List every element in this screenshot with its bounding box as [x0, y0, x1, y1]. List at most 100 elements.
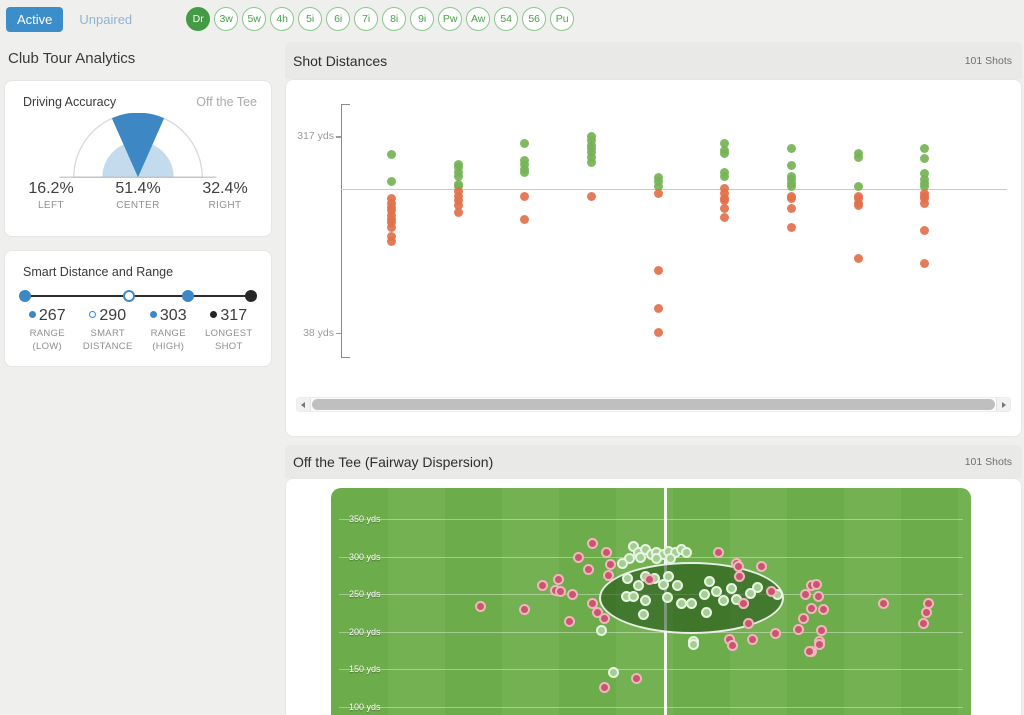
shot-miss-dot [814, 638, 826, 650]
shot-dot-green [586, 152, 596, 162]
shot-miss-dot [600, 547, 612, 559]
shot-miss-dot [587, 537, 599, 549]
shot-dot-green [453, 182, 463, 192]
legend-label: SMART DISTANCE [82, 328, 133, 352]
legend-item-317: 317 LONGEST SHOT [199, 307, 260, 354]
shot-dot-orange [653, 188, 663, 198]
shot-miss-dot [770, 627, 782, 639]
smart-distance-slider[interactable] [19, 287, 257, 305]
shot-hit-dot [717, 595, 729, 607]
club-chip-Aw[interactable]: Aw [466, 7, 491, 31]
shot-hit-dot [710, 585, 722, 597]
shot-dot-orange [653, 303, 663, 313]
shot-miss-dot [755, 560, 767, 572]
shot-dot-orange [786, 193, 796, 203]
shot-dot-green [386, 149, 396, 159]
shot-hit-dot [745, 587, 757, 599]
shot-hit-dot [685, 597, 697, 609]
shot-hit-dot [663, 570, 675, 582]
shot-miss-dot [737, 598, 749, 610]
shot-miss-dot [747, 633, 759, 645]
smart-distance-title: Smart Distance and Range [23, 265, 174, 279]
shot-dot-orange [453, 200, 463, 210]
dispersion-chart-card: 350 yds 300 yds 250 yds 200 yds 150 yds 100 y… [285, 478, 1022, 715]
shot-dot-green [919, 143, 929, 153]
shot-miss-dot [630, 672, 642, 684]
distance-gridline-label: 300 yds [349, 551, 381, 562]
shot-miss-dot [800, 588, 812, 600]
club-chip-9i[interactable]: 9i [410, 7, 435, 31]
shot-miss-dot [920, 607, 932, 619]
club-chip-5w[interactable]: 5w [242, 7, 267, 31]
shot-hit-dot [640, 595, 652, 607]
shot-miss-dot [592, 607, 604, 619]
shot-dot-orange [519, 191, 529, 201]
shot-miss-dot [878, 597, 890, 609]
scroll-left-arrow-icon[interactable] [297, 398, 311, 411]
shot-dot-green [786, 144, 796, 154]
gauge-graphic [59, 113, 217, 178]
shot-hit-dot [607, 667, 619, 679]
shot-dot-green [586, 147, 596, 157]
club-chip-4h[interactable]: 4h [270, 7, 295, 31]
legend-bullet-icon [210, 311, 218, 318]
shot-hit-dot [637, 608, 649, 620]
y-tick-mark [336, 332, 341, 335]
shot-dot-orange [653, 328, 663, 338]
shot-miss-dot [712, 546, 724, 558]
shot-dot-orange [786, 204, 796, 214]
club-selector: Dr 3w 5w 4h 5i 6i 7i 8i 9i Pw Aw 54 56 Pu [186, 7, 575, 31]
driving-accuracy-card: Driving Accuracy Off the Tee 16.2% LEFT … [4, 80, 272, 237]
shot-dot-orange [719, 196, 729, 206]
smart-distance-card: Smart Distance and Range 267 RANGE (LOW) 29… [4, 250, 272, 367]
shot-dot-green [719, 149, 729, 159]
shot-miss-dot [805, 602, 817, 614]
club-chip-6i[interactable]: 6i [326, 7, 351, 31]
club-chip-8i[interactable]: 8i [382, 7, 407, 31]
left-panel: Club Tour Analytics Driving Accuracy Off… [0, 38, 280, 715]
club-chip-Pw[interactable]: Pw [438, 7, 463, 31]
shot-hit-dot [675, 598, 687, 610]
shot-miss-dot [519, 604, 531, 616]
shot-hit-dot [595, 625, 607, 637]
shot-hit-dot [752, 581, 764, 593]
shot-distances-chart-card: 317 yds 38 yds [285, 79, 1022, 437]
club-chip-Pu[interactable]: Pu [550, 7, 575, 31]
slider-marker-267[interactable] [19, 290, 31, 302]
shot-miss-dot [599, 613, 611, 625]
shot-dot-green [586, 158, 596, 168]
shot-dot-orange [719, 188, 729, 198]
legend-label: LONGEST SHOT [205, 328, 253, 352]
club-chip-5i[interactable]: 5i [298, 7, 323, 31]
slider-marker-290[interactable] [122, 290, 135, 302]
tab-active[interactable]: Active [6, 6, 64, 32]
club-chip-Dr[interactable]: Dr [186, 7, 211, 31]
legend-bullet-icon [28, 311, 36, 318]
slider-marker-303[interactable] [181, 290, 194, 302]
legend-item-303: 303 RANGE (HIGH) [138, 307, 199, 354]
club-chip-3w[interactable]: 3w [214, 7, 239, 31]
shot-hit-dot [661, 591, 673, 603]
legend-bullet-icon [149, 311, 157, 318]
center-label: CENTER [116, 200, 160, 211]
shot-dot-orange [853, 253, 863, 263]
club-chip-56[interactable]: 56 [522, 7, 547, 31]
shot-dot-green [519, 139, 529, 149]
legend-bullet-icon [89, 311, 97, 318]
shot-miss-dot [475, 601, 487, 613]
left-percent: 16.2% [28, 180, 74, 197]
shot-dot-green [919, 181, 929, 191]
shot-dot-orange [586, 192, 596, 202]
club-chip-54[interactable]: 54 [494, 7, 519, 31]
chart-horizontal-scrollbar[interactable] [296, 397, 1011, 412]
scrollbar-thumb[interactable] [312, 399, 995, 410]
shot-dot-green [386, 177, 396, 187]
tab-unpaired[interactable]: Unpaired [79, 11, 133, 27]
shot-miss-dot [567, 589, 579, 601]
shot-dot-green [786, 181, 796, 191]
shot-distances-header: Shot Distances 101 Shots [285, 42, 1022, 79]
slider-marker-317[interactable] [245, 290, 257, 302]
legend-value: 290 [78, 307, 139, 325]
club-chip-7i[interactable]: 7i [354, 7, 379, 31]
scroll-right-arrow-icon[interactable] [996, 398, 1010, 411]
